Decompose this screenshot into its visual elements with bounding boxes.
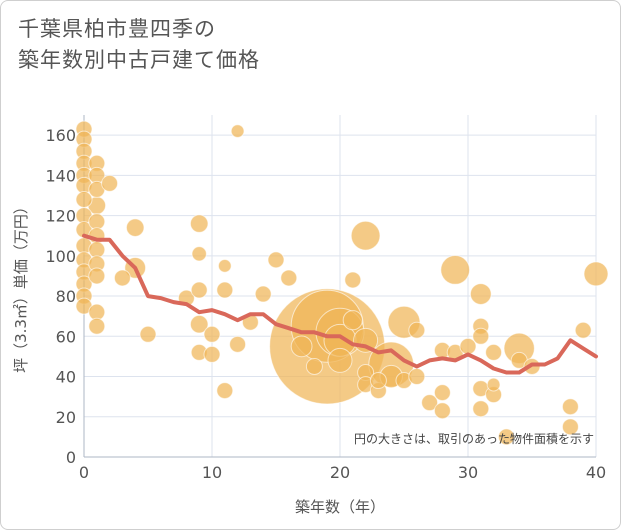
bubble — [497, 428, 515, 446]
y-tick-label: 80 — [56, 287, 76, 306]
bubble — [190, 281, 208, 299]
bubble — [472, 400, 490, 418]
bubble — [216, 382, 234, 400]
bubble — [350, 220, 381, 251]
bubble — [203, 345, 221, 363]
bubble — [486, 377, 501, 392]
size-note: 円の大きさは、取引のあった物件面積を示す — [354, 431, 594, 446]
y-tick-label: 0 — [66, 448, 76, 467]
bubble — [433, 402, 451, 420]
bubble — [574, 321, 592, 339]
x-tick-label: 10 — [202, 463, 222, 482]
bubble — [561, 398, 579, 416]
bubble — [191, 246, 207, 262]
bubble — [88, 317, 106, 335]
bubble — [125, 218, 145, 237]
y-axis-label: 坪（3.3㎡）単価（万円） — [12, 199, 30, 373]
bubble — [189, 314, 209, 334]
y-tick-label: 160 — [45, 126, 76, 145]
bubble — [561, 418, 579, 436]
bubble — [369, 372, 387, 390]
bubble — [342, 310, 363, 331]
bubble — [440, 255, 471, 285]
x-tick-label: 0 — [79, 463, 89, 482]
x-tick-label: 20 — [330, 463, 350, 482]
bubble — [408, 368, 426, 386]
bubble — [421, 394, 439, 412]
y-tick-label: 120 — [45, 207, 76, 226]
bubble — [485, 343, 503, 361]
bubble — [280, 269, 298, 287]
bubble — [254, 285, 272, 303]
x-axis-label: 築年数（年） — [295, 498, 385, 516]
chart-title-line-2: 築年数別中古戸建て価格 — [18, 48, 260, 72]
bubble — [203, 325, 221, 343]
bubble — [113, 269, 131, 287]
x-tick-label: 40 — [586, 463, 606, 482]
chart-title: 千葉県柏市豊四季の 築年数別中古戸建て価格 — [18, 14, 598, 76]
bubble — [344, 271, 362, 289]
bubble — [230, 124, 245, 138]
bubble — [189, 214, 209, 233]
tick-labels: 0 20 40 60 80 100 120 140 160 0 10 20 30 40 — [45, 126, 606, 482]
bubble — [433, 384, 451, 402]
bubble — [583, 261, 609, 287]
y-tick-label: 20 — [56, 408, 76, 427]
bubble — [139, 325, 157, 343]
x-tick-label: 30 — [458, 463, 478, 482]
bubble — [469, 283, 492, 305]
bubble — [472, 327, 490, 345]
average-line-group — [82, 233, 598, 375]
bubble — [408, 321, 426, 339]
y-tick-label: 140 — [45, 166, 76, 185]
bubble — [101, 174, 119, 192]
bubble — [217, 258, 232, 273]
y-tick-label: 100 — [45, 247, 76, 266]
bubble — [305, 357, 323, 375]
average-line — [82, 233, 598, 375]
chart-title-line-1: 千葉県柏市豊四季の — [18, 17, 216, 41]
y-tick-label: 60 — [56, 327, 76, 346]
bubble — [229, 335, 247, 353]
bubble — [327, 347, 353, 373]
bubble — [267, 251, 285, 269]
bubble — [216, 281, 234, 299]
y-tick-label: 40 — [56, 368, 76, 387]
bubble — [290, 335, 313, 358]
bubble — [88, 267, 106, 285]
